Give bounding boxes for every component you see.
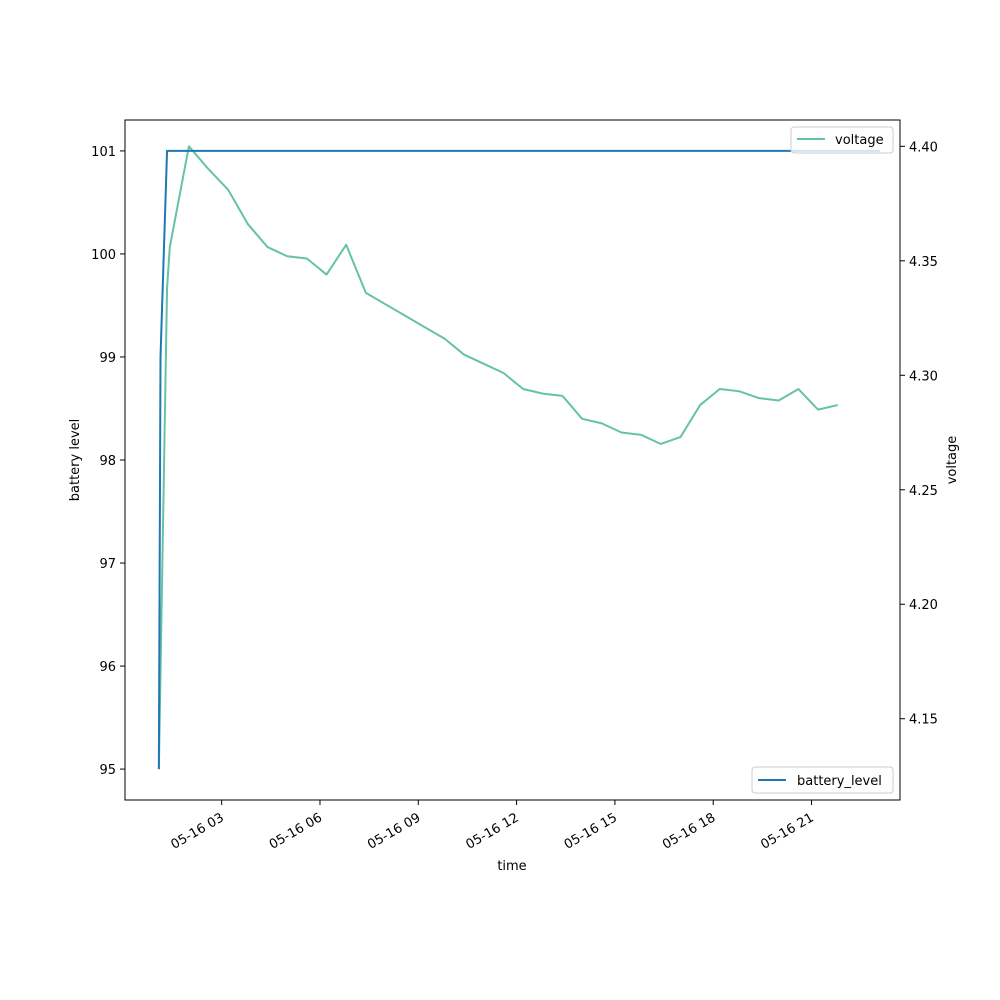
legend-battery-level: battery_level [751, 766, 894, 794]
y-tick-label: 98 [99, 454, 116, 469]
x-axis-label: time [497, 859, 526, 874]
x-tick-label: 05-16 21 [758, 810, 816, 852]
x-axis-ticks: 05-16 03 05-16 06 05-16 09 05-16 12 05-16 15… [169, 800, 817, 853]
series-line-voltage [157, 145, 838, 770]
x-tick-label: 05-16 09 [365, 810, 423, 852]
y-tick-label: 95 [99, 763, 116, 778]
x-tick-label: 05-16 15 [562, 810, 620, 852]
y2-tick-label: 4.30 [909, 369, 938, 384]
y2-tick-label: 4.40 [909, 140, 938, 155]
y2-tick-label: 4.20 [909, 598, 938, 613]
y2-axis-ticks: 4.15 4.20 4.25 4.30 4.35 4.40 [900, 140, 938, 728]
y-tick-label: 96 [99, 660, 116, 675]
y-axis-ticks: 95 96 97 98 99 100 101 [91, 145, 125, 778]
x-tick-label: 05-16 12 [463, 810, 521, 852]
legend-battery-level-label: battery_level [797, 774, 882, 789]
legend-voltage-box [790, 126, 894, 154]
legend-voltage: voltage [790, 126, 894, 154]
x-tick-label: 05-16 03 [169, 810, 227, 852]
y2-tick-label: 4.15 [909, 713, 938, 728]
series-line-battery-level [157, 149, 881, 770]
plot-frame [124, 119, 901, 801]
y-tick-label: 101 [91, 145, 116, 160]
y-tick-label: 100 [91, 248, 116, 263]
legend-voltage-label: voltage [835, 133, 884, 148]
series-layer [157, 145, 881, 770]
y-tick-label: 97 [99, 557, 116, 572]
x-tick-label: 05-16 06 [267, 810, 325, 852]
y-axis-label: battery level [68, 419, 83, 502]
y2-axis-label: voltage [945, 436, 960, 485]
x-tick-label: 05-16 18 [660, 810, 718, 852]
legend-battery-level-box [751, 766, 894, 794]
y2-tick-label: 4.25 [909, 484, 938, 499]
y2-tick-label: 4.35 [909, 255, 938, 270]
y-tick-label: 99 [99, 351, 116, 366]
